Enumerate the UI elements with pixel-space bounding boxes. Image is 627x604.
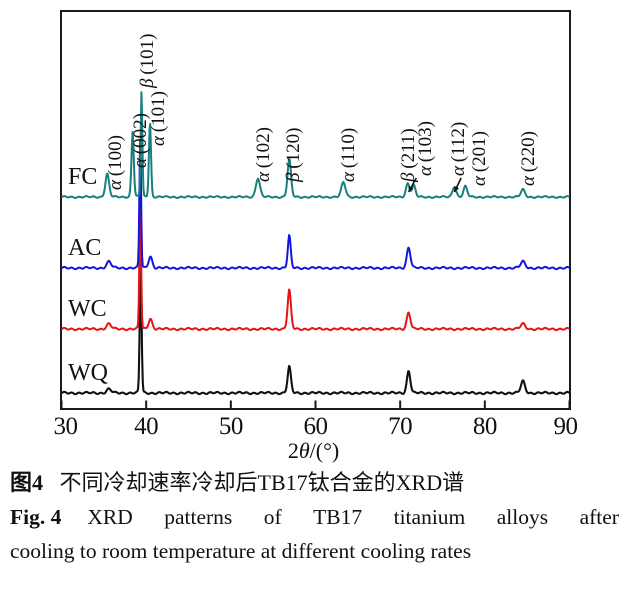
caption-en-word-5: alloys [496, 505, 549, 529]
peak-label-hkl: (112) [448, 121, 470, 167]
series-label-wq: WQ [68, 360, 108, 386]
peak-label-a103: α (103) [415, 121, 437, 176]
peak-label-phase: α [147, 136, 169, 146]
peak-label-phase: β [137, 78, 159, 88]
peak-label-a112: α (112) [448, 122, 470, 176]
peak-label-phase: α [469, 176, 491, 186]
xrd-traces [60, 91, 571, 396]
x-tick-label-40: 40 [134, 413, 159, 440]
peak-label-phase: α [105, 180, 127, 190]
x-tick-label-50: 50 [218, 413, 244, 440]
caption-cn-tag: 图4 [10, 470, 44, 495]
peak-label-hkl: (220) [517, 131, 539, 177]
series-label-wc: WC [68, 296, 107, 322]
peak-label-hkl: (101) [137, 33, 159, 79]
peak-label-phase: α [414, 166, 436, 176]
x-tick-label-30: 30 [53, 413, 79, 440]
peak-label-phase: β [283, 172, 305, 182]
caption-en-line1-words: XRD patterns of TB17 titanium alloys after [61, 500, 619, 534]
peak-label-a110: α (110) [338, 128, 360, 182]
peak-label-hkl: (103) [414, 121, 436, 167]
x-axis-title-suffix: /(°) [309, 438, 340, 463]
peak-label-hkl: (102) [252, 127, 274, 173]
peak-label-a101: α (101) [148, 91, 170, 146]
xrd-trace-fc [61, 91, 570, 199]
peak-label-a220: α (220) [518, 131, 540, 186]
x-axis-title-prefix: 2 [287, 438, 299, 463]
caption-en-word-2: of [263, 505, 282, 529]
peak-label-a201: α (201) [469, 131, 491, 186]
x-tick-label-90: 90 [553, 413, 579, 440]
x-tick-label-80: 80 [472, 413, 498, 440]
peak-label-phase: α [517, 176, 539, 186]
peak-label-hkl: (120) [283, 127, 305, 173]
caption-en-word-3: TB17 [313, 505, 363, 529]
caption-chinese: 图4 不同冷却速率冷却后TB17钛合金的XRD谱 [0, 466, 627, 500]
peak-label-b101: β (101) [137, 34, 159, 88]
label-leader-lines [407, 177, 462, 193]
peak-label-hkl: (100) [105, 135, 127, 181]
caption-en-word-6: after [579, 505, 619, 529]
peak-label-b120: β (120) [283, 128, 305, 182]
peak-label-phase: α [252, 172, 274, 182]
series-label-fc: FC [68, 164, 98, 190]
xrd-figure: 30 40 50 60 70 80 90 2θ/(°) FC AC WC WQ α (100) α … [0, 10, 627, 464]
peak-label-a102: α (102) [253, 127, 275, 182]
leader-a112-head [454, 186, 460, 192]
peak-label-phase: α [338, 172, 360, 182]
leader-a103-head [408, 186, 414, 192]
peak-label-phase: α [129, 158, 151, 168]
figure-caption: 图4 不同冷却速率冷却后TB17钛合金的XRD谱 Fig. 4 XRD patte… [0, 466, 627, 568]
peak-label-phase: α [448, 166, 470, 176]
caption-en-word-1: patterns [164, 505, 233, 529]
xrd-trace-ac [61, 140, 570, 271]
peak-label-hkl: (110) [338, 127, 360, 173]
series-label-ac: AC [68, 235, 102, 261]
caption-english-line1: Fig. 4 XRD patterns of TB17 titanium alloys af… [0, 500, 627, 534]
caption-english-line2: cooling to room temperature at different… [10, 539, 472, 563]
xrd-trace-wc [61, 201, 570, 332]
plot-frame [60, 10, 571, 410]
x-axis-title: 2θ/(°) [0, 438, 627, 464]
peak-label-a100: α (100) [105, 135, 127, 190]
x-tick-label-70: 70 [388, 413, 413, 440]
peak-label-hkl: (201) [469, 131, 491, 177]
caption-cn-text: 不同冷却速率冷却后TB17钛合金的XRD谱 [59, 470, 465, 495]
caption-en-word-4: titanium [393, 505, 466, 529]
x-tick-label-60: 60 [303, 413, 329, 440]
x-axis-title-theta: θ [298, 438, 310, 463]
xrd-curves-layer [60, 91, 571, 409]
xrd-trace-wq [60, 260, 571, 396]
x-tick-marks [60, 400, 571, 409]
peak-label-hkl: (101) [147, 91, 169, 137]
caption-en-label: Fig. 4 [10, 505, 62, 529]
caption-en-word-0: XRD [87, 505, 133, 529]
